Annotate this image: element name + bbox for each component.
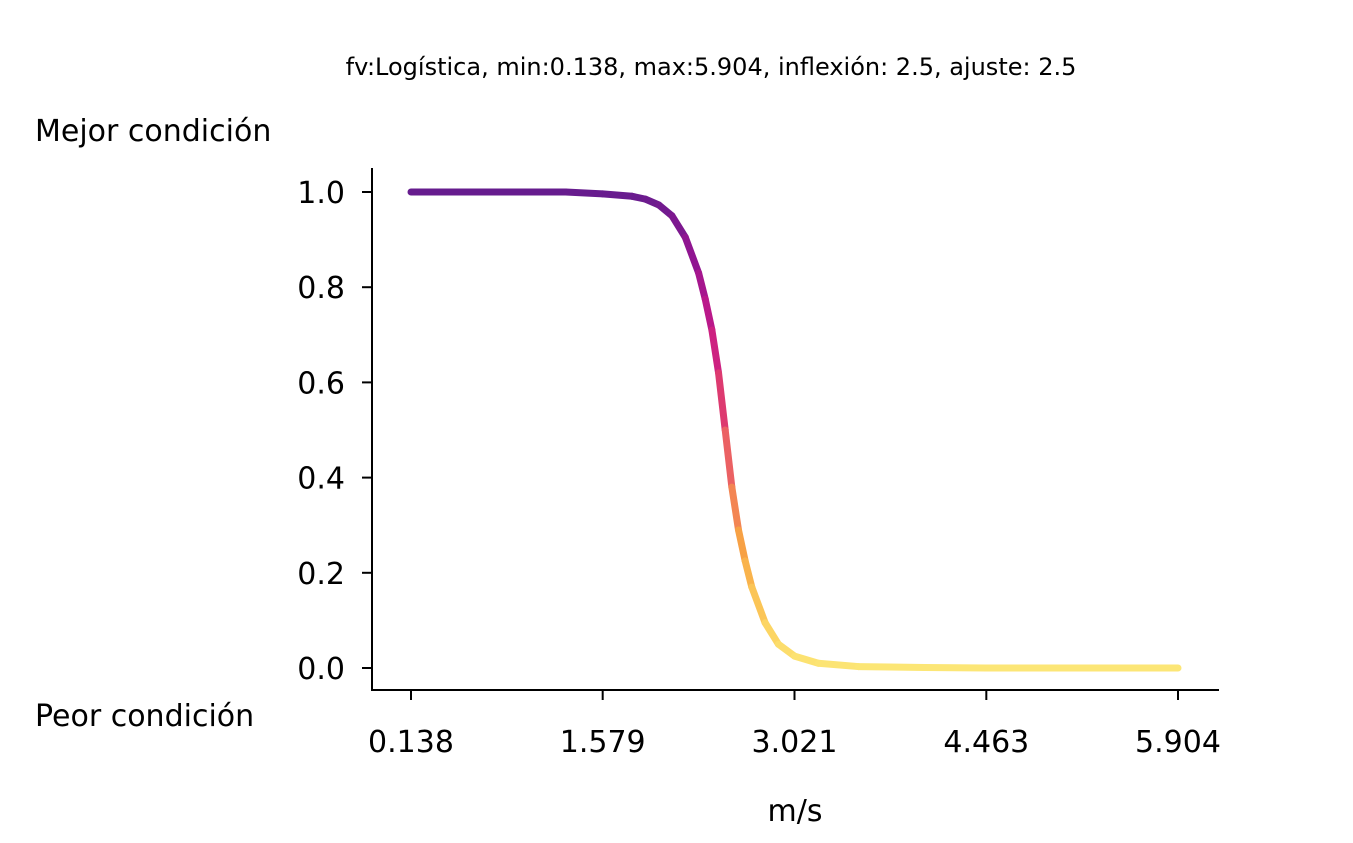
y-tick-label: 1.0	[297, 176, 345, 211]
chart-title: fv:Logística, min:0.138, max:5.904, infl…	[346, 53, 1077, 81]
y-tick-label: 0.6	[297, 366, 345, 401]
x-axis-label: m/s	[768, 794, 823, 829]
y-tick-label: 0.4	[297, 462, 345, 497]
x-tick-label: 3.021	[752, 725, 838, 760]
series-line-segment	[668, 212, 689, 241]
series-line-segment	[854, 663, 929, 672]
series-line-segment	[715, 369, 729, 434]
series-line-segment	[681, 233, 703, 277]
series-line-segment	[701, 295, 716, 334]
y-tick-label: 0.2	[297, 557, 345, 592]
y-tick-label: 0.0	[297, 652, 345, 687]
series-line-segment	[728, 483, 742, 534]
x-ticks: 0.138 1.579 3.021 4.463 5.904	[368, 690, 1221, 760]
x-tick-label: 5.904	[1135, 725, 1221, 760]
series-line-segment	[748, 583, 769, 627]
x-tick-label: 4.463	[943, 725, 1029, 760]
series-line-segment	[741, 557, 756, 591]
data-series	[407, 188, 1182, 672]
x-tick-label: 0.138	[368, 725, 454, 760]
series-line-segment	[761, 619, 782, 648]
y-tick-label: 0.8	[297, 271, 345, 306]
series-line-segment	[562, 188, 607, 198]
y-label-bottom: Peor condición	[35, 699, 254, 734]
y-label-top: Mejor condición	[35, 114, 271, 149]
series-line-segment	[721, 426, 736, 491]
series-line-segment	[734, 526, 749, 565]
series-line-segment	[695, 269, 709, 303]
x-tick-label: 1.579	[560, 725, 646, 760]
y-ticks: 0.0 0.2 0.4 0.6 0.8 1.0	[297, 176, 372, 687]
series-line-segment	[791, 652, 822, 667]
series-line-segment	[599, 190, 636, 200]
series-line-segment	[814, 659, 862, 671]
series-line-segment	[708, 326, 723, 377]
